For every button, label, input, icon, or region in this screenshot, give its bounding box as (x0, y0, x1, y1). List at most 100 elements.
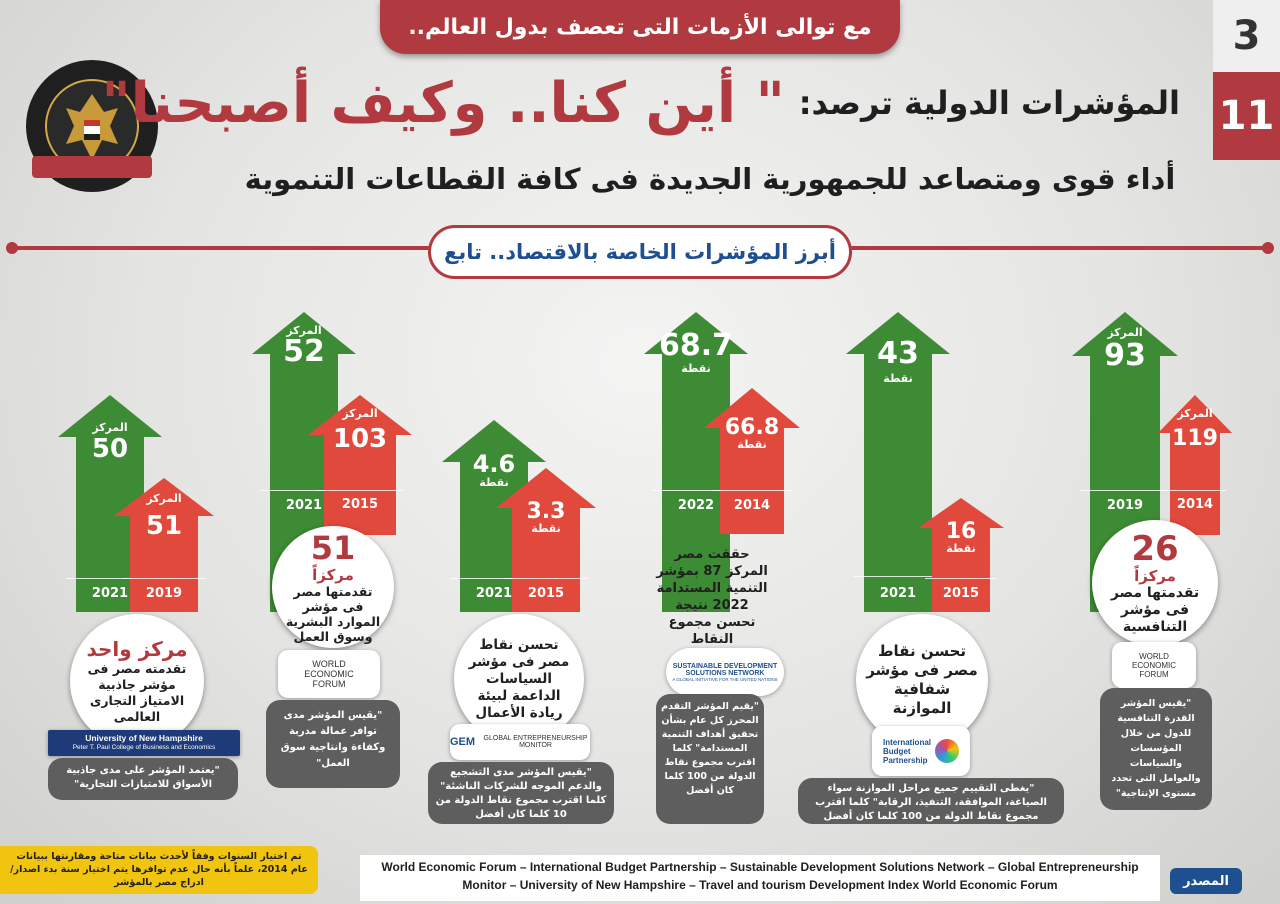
logo-line: SUSTAINABLE DEVELOPMENT (672, 662, 778, 670)
card-big-text: مركز واحد (86, 637, 188, 661)
green-arrow-year: 2021 (91, 586, 129, 601)
note-labor: "يقيس المؤشر مدى توافر عمالة مدربة وكفاء… (266, 700, 400, 788)
green-arrow-year: 2021 (879, 586, 917, 601)
logo-line: A GLOBAL INITIATIVE FOR THE UNITED NATIO… (672, 676, 778, 682)
green-arrow-value: 52 (283, 334, 325, 369)
divider-dot-left (6, 242, 18, 254)
note-franchise: "يعتمد المؤشر على مدى جاذبية الأسواق للا… (48, 758, 238, 800)
ibp-sunburst-icon (935, 739, 960, 763)
red-arrow-value: 51 (145, 511, 183, 541)
card-description: تقدمتها مصر فى مؤشر الموارد البشرية وسوق… (285, 584, 381, 644)
note-gem: "يقيس المؤشر مدى التشجيع والدعم الموجه ل… (428, 762, 614, 824)
note-sdg: "يقيم المؤشر التقدم المحرز كل عام بشأن ت… (656, 694, 764, 824)
green-arrow-label: نقطة (681, 362, 711, 375)
green-arrow-value: 68.7 (658, 328, 734, 363)
green-arrow-year: 2019 (1106, 498, 1144, 513)
logo-line: WORLD (1139, 651, 1169, 661)
card-unit: مركزاً (1134, 566, 1176, 585)
logo-line: Budget (883, 746, 911, 756)
headline-quote: " أين كنا.. وكيف أصبحنا" (101, 70, 785, 136)
logo-line: WORLD (312, 659, 346, 669)
cabinet-media-center-emblem (22, 56, 162, 196)
card-description: تحسن نقاط مصر فى مؤشر السياسات الداعمة ل… (468, 636, 570, 721)
red-arrow-gem: 3.3 نقطة 2015 (496, 468, 596, 612)
green-arrow-label: المركز (286, 324, 322, 337)
red-arrow-label: المركز (146, 492, 182, 505)
section-title: أبرز المؤشرات الخاصة بالاقتصاد.. تابع (428, 225, 852, 279)
card-big-number: 26 (1131, 528, 1179, 569)
headline-lead: المؤشرات الدولية ترصد: (798, 84, 1180, 122)
card-unit: مركزاً (312, 566, 354, 584)
card-sdg: حققت مصر المركز 87 بمؤشر التنمية المستدا… (656, 547, 768, 647)
green-arrow-year: 2021 (285, 498, 323, 513)
subheadline: أداء قوى ومتصاعد للجمهورية الجديدة فى كا… (244, 162, 1176, 196)
red-arrow-year: 2015 (942, 586, 980, 601)
card-big-number: 51 (310, 529, 356, 567)
red-arrow-value: 16 (945, 519, 977, 544)
red-arrow-label: المركز (342, 407, 378, 420)
green-arrow-value: 43 (877, 336, 919, 371)
logo-line: GEM (450, 736, 476, 748)
card-gem: تحسن نقاط مصر فى مؤشر السياسات الداعمة ل… (454, 614, 584, 744)
red-arrow-competitiveness: المركز 119 2014 (1158, 395, 1232, 535)
logo-line: SOLUTIONS NETWORK (685, 669, 765, 677)
red-arrow-value: 3.3 (526, 499, 566, 524)
red-arrow-value: 119 (1172, 426, 1218, 451)
red-arrow-label: نقطة (531, 522, 561, 535)
note-budget: "يغطى التقييم جميع مراحل الموازنة سواء ا… (798, 778, 1064, 824)
footer-note: تم اختيار السنوات وفقاً لأحدث بيانات متا… (0, 846, 318, 894)
red-arrow-year: 2015 (341, 497, 379, 512)
gem-logo: GLOBAL ENTREPRENEURSHIP MONITOR GEM (450, 724, 590, 760)
red-arrow-sdg: 66.8 نقطة 2014 (704, 388, 800, 534)
card-description: تقدمته مصر فى مؤشر جاذبية الامتياز التجا… (87, 661, 187, 724)
red-arrow-value: 103 (332, 424, 388, 454)
green-arrow-label: المركز (1107, 326, 1143, 339)
ibp-logo: International Budget Partnership (872, 726, 970, 776)
top-banner: مع توالى الأزمات التى تعصف بدول العالم.. (380, 0, 900, 54)
card-description: تقدمتها مصر فى مؤشر التنافسية (1110, 584, 1200, 635)
green-arrow-value: 4.6 (472, 450, 516, 478)
page-number-bottom: 11 (1213, 72, 1280, 160)
red-arrow-value: 66.8 (724, 415, 780, 440)
logo-line: University of New Hampshire (85, 733, 203, 743)
logo-line: Peter T. Paul College of Business and Ec… (72, 744, 216, 751)
red-arrow-year: 2015 (527, 586, 565, 601)
green-arrow-budget: 43 نقطة 2021 (846, 312, 950, 612)
red-arrow-franchise: المركز 51 2019 (114, 478, 214, 612)
note-competitiveness: "يقيس المؤشر القدرة التنافسية للدول من خ… (1100, 688, 1212, 810)
green-arrow-year: 2022 (677, 498, 715, 513)
divider-dot-right (1262, 242, 1274, 254)
sdsn-logo: SUSTAINABLE DEVELOPMENT SOLUTIONS NETWOR… (666, 648, 784, 696)
sources-list: World Economic Forum – International Bud… (360, 855, 1160, 901)
red-arrow-year: 2014 (733, 498, 771, 513)
card-competitiveness: 26 مركزاً تقدمتها مصر فى مؤشر التنافسية (1092, 520, 1218, 646)
red-arrow-label: نقطة (946, 542, 976, 555)
green-arrow-sdg: 68.7 نقطة 2022 (644, 312, 748, 612)
page-number-top: 3 (1213, 0, 1280, 72)
wef-logo: WORLD ECONOMIC FORUM (1112, 642, 1196, 688)
logo-line: ECONOMIC (304, 669, 354, 679)
logo-line: FORUM (312, 679, 346, 689)
logo-line: GLOBAL ENTREPRENEURSHIP MONITOR (483, 735, 588, 749)
unh-logo: University of New Hampshire Peter T. Pau… (48, 730, 240, 756)
red-arrow-year: 2019 (145, 586, 183, 601)
green-arrow-year: 2021 (475, 586, 513, 601)
red-arrow-year: 2014 (1176, 497, 1214, 512)
card-budget: تحسن نقاط مصر فى مؤشر شفافية الموازنة (856, 614, 988, 746)
green-arrow-label: نقطة (883, 372, 913, 385)
logo-line: International (883, 737, 932, 747)
green-arrow-value: 93 (1104, 338, 1146, 373)
source-label: المصدر (1170, 868, 1242, 894)
green-arrow-value: 50 (91, 434, 129, 464)
headline: المؤشرات الدولية ترصد: " أين كنا.. وكيف … (101, 68, 1180, 138)
logo-line: Partnership (883, 755, 928, 765)
red-arrow-budget: 16 نقطة 2015 (918, 498, 1004, 612)
card-description: تحسن نقاط مصر فى مؤشر شفافية الموازنة (866, 642, 978, 717)
green-arrow-label: نقطة (479, 476, 509, 489)
red-arrow-label: المركز (1177, 407, 1213, 420)
red-arrow-label: نقطة (737, 438, 767, 451)
card-franchise: مركز واحد تقدمته مصر فى مؤشر جاذبية الام… (70, 614, 204, 748)
green-arrow-label: المركز (92, 421, 128, 434)
red-arrow-labor: المركز 103 2015 (308, 395, 412, 535)
card-labor: 51 مركزاً تقدمتها مصر فى مؤشر الموارد ال… (272, 526, 394, 648)
